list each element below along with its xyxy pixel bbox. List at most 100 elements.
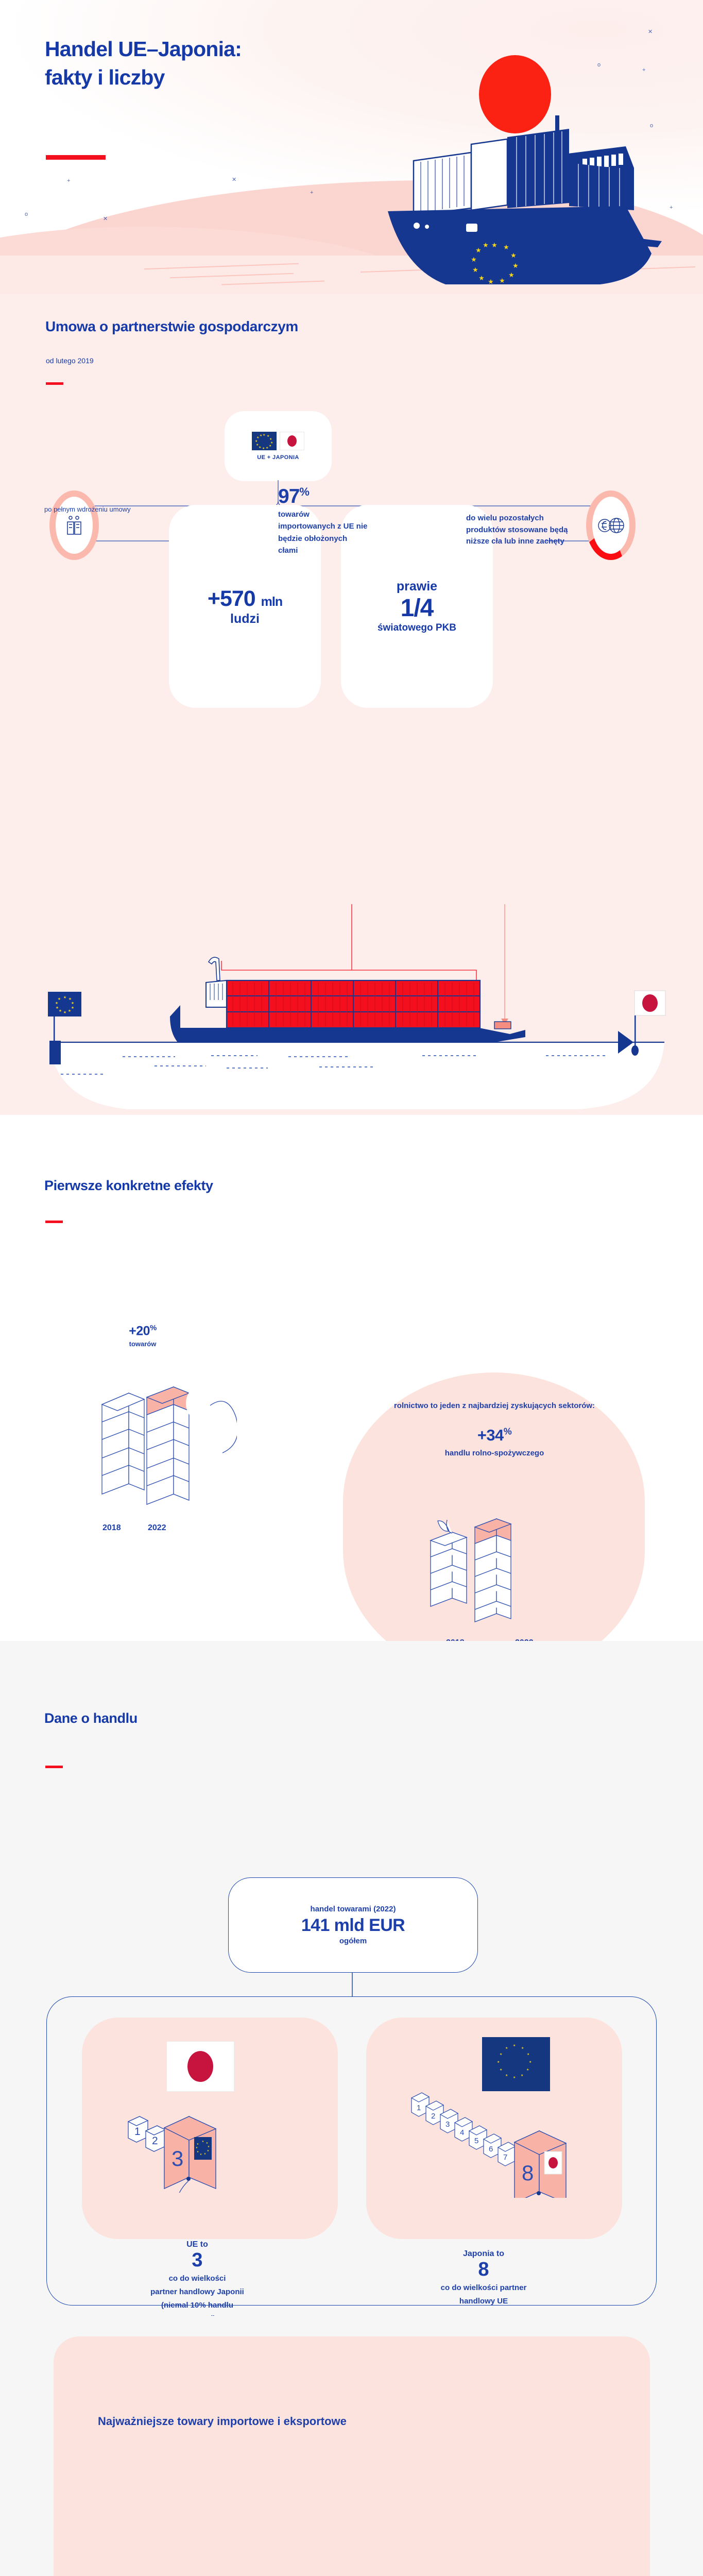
decorative-plus-icon: + xyxy=(642,67,646,73)
total-trade-value: 141 mld EUR xyxy=(301,1916,405,1935)
decorative-x-icon: ✕ xyxy=(648,29,653,35)
eu-rank-desc: co do wielkości partner handlowy Japonii… xyxy=(150,2274,244,2316)
svg-text:2: 2 xyxy=(152,2135,158,2147)
flag-card-caption: UE + JAPONIA xyxy=(257,454,299,461)
decorative-x-icon: ✕ xyxy=(103,216,108,222)
svg-text:★: ★ xyxy=(503,243,509,251)
top-goods-section: Najważniejsze towary importowe i eksport… xyxy=(0,2316,703,2576)
svg-text:★: ★ xyxy=(204,2153,207,2156)
effects-title: Pierwsze konkretne efekty xyxy=(44,1178,213,1193)
svg-text:2: 2 xyxy=(431,2112,435,2121)
japan-rank-caption: Japonia to 8 co do wielkości partner han… xyxy=(375,2249,592,2308)
trade-red-rule xyxy=(45,1766,63,1768)
japan-flag-icon xyxy=(280,432,304,450)
svg-text:★: ★ xyxy=(71,1006,74,1010)
svg-text:★: ★ xyxy=(207,2149,210,2153)
svg-text:★: ★ xyxy=(197,2150,199,2154)
japan-sun-icon xyxy=(479,55,551,133)
euro-globe-icon-ring xyxy=(586,490,636,560)
svg-text:★: ★ xyxy=(512,262,519,269)
eu-japan-flag-card: ★ ★ ★ ★ ★ ★ ★ ★ ★ ★ ★ ★ UE + JAPONIA xyxy=(225,411,332,481)
population-card: +570 mln ludzi xyxy=(169,505,321,708)
decorative-plus-icon: + xyxy=(310,190,314,196)
goods-growth-caption: towarów xyxy=(129,1340,157,1348)
container-stack-chart-goods xyxy=(101,1386,237,1505)
svg-text:★: ★ xyxy=(71,1001,74,1005)
rank-blocks-japan: 1 2 3 4 5 6 7 8 xyxy=(410,2092,567,2198)
svg-text:3: 3 xyxy=(445,2120,450,2129)
population-label: ludzi xyxy=(230,612,260,626)
svg-text:★: ★ xyxy=(55,1001,58,1005)
svg-text:★: ★ xyxy=(508,271,515,279)
agriculture-text-block: rolnictwo to jeden z najbardziej zyskują… xyxy=(361,1399,628,1458)
page-title: Handel UE–Japonia: fakty i liczby xyxy=(45,37,242,90)
top-goods-title: Najważniejsze towary importowe i eksport… xyxy=(98,2415,347,2428)
population-value: +570 mln xyxy=(207,586,283,611)
svg-text:1: 1 xyxy=(417,2104,421,2112)
svg-text:★: ★ xyxy=(56,1006,59,1010)
tariff-percent: 97% xyxy=(278,485,310,507)
svg-text:★: ★ xyxy=(202,2140,204,2143)
effects-section: Pierwsze konkretne efekty +20% towarów xyxy=(0,1115,703,1641)
svg-text:★: ★ xyxy=(472,266,478,274)
hero-section: ✕ o + o + ✕ + o ✕ + Handel UE–Japonia: f… xyxy=(0,0,703,294)
decorative-plus-icon: + xyxy=(670,205,673,211)
rank-blocks-eu: 1 2 3 ★ ★★ ★★★ ★★★ xyxy=(127,2115,217,2193)
goods-growth-value: +20% xyxy=(129,1324,157,1338)
trade-partners-box: ★ ★ ★ ★ ★ ★ ★ ★ ★ ★ ★ ★ 1 2 3 xyxy=(46,1996,657,2316)
svg-text:★: ★ xyxy=(483,241,489,249)
eu-rank-number: 3 xyxy=(192,2249,203,2271)
japan-rank-desc: co do wielkości partner handlowy UE xyxy=(440,2283,527,2306)
decorative-o-icon: o xyxy=(597,62,601,68)
svg-text:1: 1 xyxy=(134,2126,141,2138)
eu-flag-icon: ★ ★ ★ ★ ★ ★ ★ ★ ★ ★ ★ ★ xyxy=(252,432,277,450)
svg-text:8: 8 xyxy=(522,2161,534,2185)
effects-header: Pierwsze konkretne efekty xyxy=(44,1178,213,1194)
svg-text:★: ★ xyxy=(197,2143,199,2146)
svg-text:★: ★ xyxy=(475,246,482,254)
euro-globe-icon xyxy=(598,517,624,533)
svg-text:★: ★ xyxy=(206,2142,209,2145)
svg-text:7: 7 xyxy=(503,2153,507,2162)
top-goods-panel xyxy=(54,2336,650,2576)
epa-red-rule xyxy=(46,382,63,385)
tariff-left-text: po pełnym wdrożeniu umowy xyxy=(44,505,131,513)
svg-text:★: ★ xyxy=(196,2146,198,2149)
svg-text:5: 5 xyxy=(474,2137,478,2145)
japan-flag-icon xyxy=(166,2041,234,2092)
trade-header: Dane o handlu xyxy=(44,1710,138,1726)
tariff-mid-body: towarów importowanych z UE nie będzie ob… xyxy=(278,510,368,555)
crate-stack-chart-agri xyxy=(430,1518,512,1622)
agri-year-2022: 2022 xyxy=(515,1638,534,1641)
agriculture-growth-label: handlu rolno-spożywczego xyxy=(444,1448,544,1458)
svg-text:★: ★ xyxy=(499,277,505,284)
people-icon-ring xyxy=(49,490,99,560)
svg-text:★: ★ xyxy=(58,997,61,1001)
total-trade-suffix: ogółem xyxy=(339,1937,367,1945)
decorative-x-icon: ✕ xyxy=(232,177,237,183)
svg-text:★: ★ xyxy=(488,278,494,285)
decorative-plus-icon: + xyxy=(67,178,71,184)
svg-text:6: 6 xyxy=(489,2145,493,2154)
gdp-label: światowego PKB xyxy=(377,622,457,633)
cargo-ship-illustration: ★ ★★ ★★★ ★★★ ★★★ xyxy=(388,115,662,285)
epa-link-left xyxy=(96,540,172,541)
trade-data-section: Dane o handlu handel towarami (2022) 141… xyxy=(0,1641,703,2316)
trade-connector-line xyxy=(352,1973,353,1997)
agri-year-2018: 2018 xyxy=(446,1638,465,1641)
svg-text:★: ★ xyxy=(63,995,66,999)
gdp-value: 1/4 xyxy=(400,595,434,622)
svg-text:★: ★ xyxy=(478,274,485,282)
goods-year-2022: 2022 xyxy=(148,1523,166,1532)
people-icon xyxy=(67,515,81,535)
svg-text:★: ★ xyxy=(510,251,517,259)
epa-header: Umowa o partnerstwie gospodarczym xyxy=(45,318,298,335)
epa-subtitle: od lutego 2019 xyxy=(46,357,94,365)
japan-rank-number: 8 xyxy=(478,2259,489,2280)
svg-text:★: ★ xyxy=(63,1010,66,1014)
svg-text:★: ★ xyxy=(68,1009,71,1013)
svg-text:★: ★ xyxy=(491,241,498,249)
tariff-mid-block: 97% towarów importowanych z UE nie będzi… xyxy=(278,486,368,556)
agriculture-growth-value: +34% xyxy=(477,1426,512,1444)
container-ship-illustration: ★ ★ ★ ★ ★ ★ ★ ★ ★ ★ xyxy=(0,904,703,1113)
